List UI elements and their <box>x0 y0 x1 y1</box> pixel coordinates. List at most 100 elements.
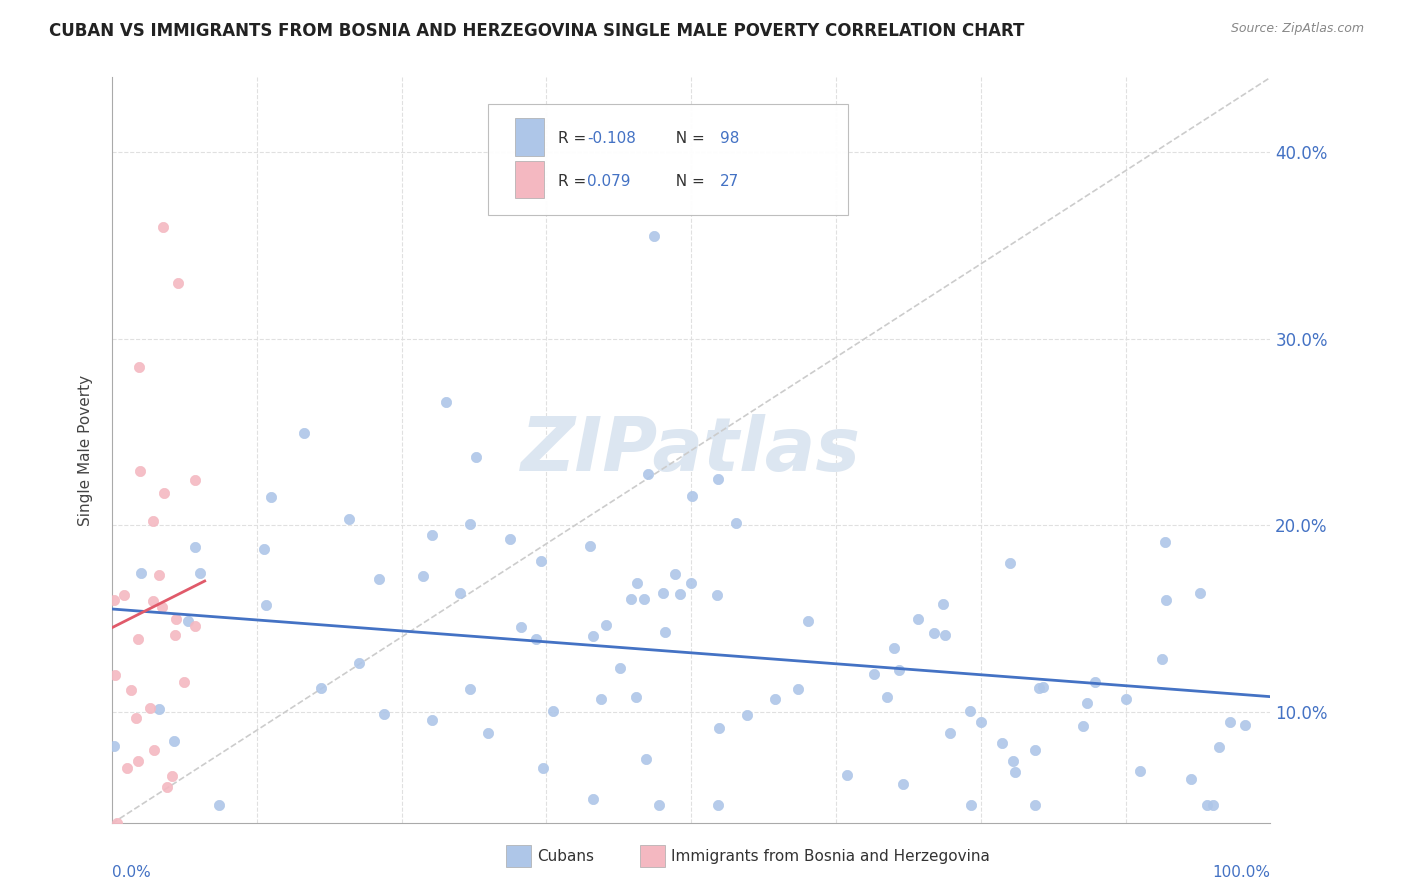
Point <box>626 576 648 591</box>
Point <box>434 395 457 409</box>
Point <box>591 692 613 706</box>
Point <box>1208 740 1230 755</box>
Point <box>127 632 149 646</box>
Point <box>724 516 747 531</box>
Point <box>959 704 981 718</box>
Point <box>112 588 135 602</box>
Text: 0.0%: 0.0% <box>112 864 150 880</box>
Text: Cubans: Cubans <box>537 849 595 863</box>
Point <box>412 569 434 583</box>
Point <box>184 473 207 487</box>
Point <box>706 797 728 812</box>
Point <box>524 632 547 646</box>
Point <box>1129 764 1152 778</box>
Point <box>103 593 125 607</box>
Point <box>1028 681 1050 696</box>
Point <box>581 629 603 643</box>
Point <box>1233 718 1256 732</box>
Point <box>922 626 945 640</box>
Point <box>156 780 179 795</box>
Point <box>337 511 360 525</box>
Point <box>939 726 962 740</box>
Point <box>648 797 671 812</box>
Point <box>125 710 148 724</box>
Point <box>932 597 955 611</box>
Point <box>609 660 631 674</box>
Point <box>595 618 617 632</box>
Point <box>177 614 200 628</box>
Point <box>634 752 657 766</box>
Y-axis label: Single Male Poverty: Single Male Poverty <box>79 375 93 526</box>
Point <box>129 566 152 580</box>
Point <box>153 486 176 500</box>
Point <box>991 736 1014 750</box>
Text: N =: N = <box>665 131 710 146</box>
Text: R =: R = <box>558 174 591 189</box>
Point <box>652 586 675 600</box>
Point <box>1154 592 1177 607</box>
Text: CUBAN VS IMMIGRANTS FROM BOSNIA AND HERZEGOVINA SINGLE MALE POVERTY CORRELATION : CUBAN VS IMMIGRANTS FROM BOSNIA AND HERZ… <box>49 22 1025 40</box>
Point <box>477 725 499 739</box>
Point <box>162 734 184 748</box>
Point <box>531 761 554 775</box>
Text: Source: ZipAtlas.com: Source: ZipAtlas.com <box>1230 22 1364 36</box>
Text: Immigrants from Bosnia and Herzegovina: Immigrants from Bosnia and Herzegovina <box>671 849 990 863</box>
Point <box>347 656 370 670</box>
Point <box>581 792 603 806</box>
Point <box>1084 674 1107 689</box>
Point <box>620 592 643 607</box>
Point <box>970 714 993 729</box>
Point <box>624 690 647 704</box>
Point <box>1076 696 1098 710</box>
Point <box>309 681 332 695</box>
Point <box>148 568 170 582</box>
Text: -0.108: -0.108 <box>586 131 636 146</box>
Bar <box>515 161 544 198</box>
Point <box>709 721 731 735</box>
Point <box>796 615 818 629</box>
Point <box>835 768 858 782</box>
Point <box>1071 719 1094 733</box>
Text: R =: R = <box>558 131 591 146</box>
Point <box>128 359 150 374</box>
Point <box>530 554 553 568</box>
Text: ZIPatlas: ZIPatlas <box>522 414 862 487</box>
Point <box>152 599 174 614</box>
Point <box>152 219 174 234</box>
Point <box>1002 754 1025 768</box>
Point <box>543 705 565 719</box>
Point <box>148 702 170 716</box>
Point <box>163 628 186 642</box>
Point <box>184 540 207 554</box>
Point <box>763 692 786 706</box>
Point <box>190 566 212 580</box>
Point <box>1032 680 1054 694</box>
Point <box>1150 652 1173 666</box>
Point <box>887 663 910 677</box>
Text: 0.079: 0.079 <box>586 174 630 189</box>
Point <box>1219 715 1241 730</box>
Point <box>1024 743 1046 757</box>
Point <box>103 739 125 754</box>
Point <box>1024 797 1046 812</box>
Point <box>883 641 905 656</box>
Point <box>160 769 183 783</box>
Point <box>458 516 481 531</box>
Text: 98: 98 <box>720 131 740 146</box>
Point <box>449 586 471 600</box>
Point <box>509 619 531 633</box>
Point <box>104 668 127 682</box>
Point <box>165 612 187 626</box>
Point <box>120 682 142 697</box>
Point <box>934 628 956 642</box>
Point <box>458 681 481 696</box>
Point <box>669 587 692 601</box>
Point <box>422 527 444 541</box>
Bar <box>515 119 544 156</box>
Point <box>1004 765 1026 780</box>
Point <box>1180 772 1202 787</box>
Point <box>579 539 602 553</box>
Point <box>254 598 277 612</box>
Text: 27: 27 <box>720 174 740 189</box>
Point <box>115 761 138 775</box>
